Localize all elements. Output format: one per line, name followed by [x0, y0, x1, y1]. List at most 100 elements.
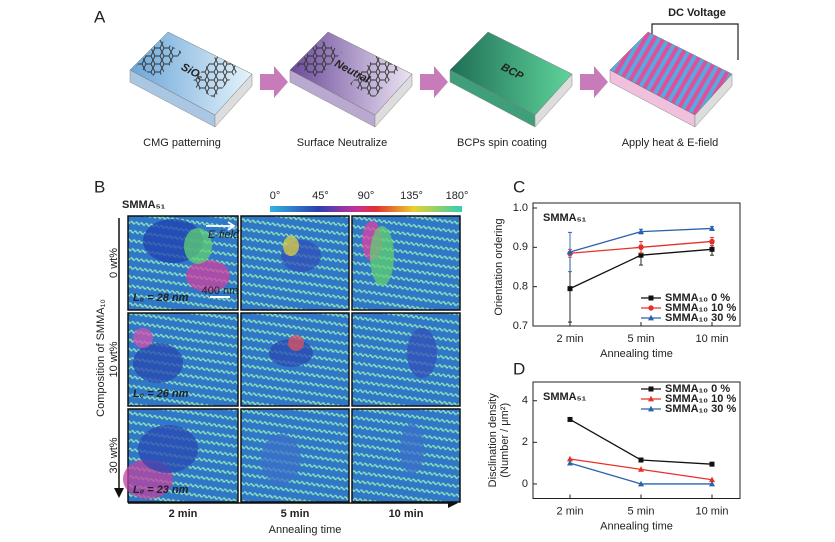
x-tick-label: 2 min	[557, 505, 584, 517]
legend-label: SMMA₁₀ 10 %	[665, 393, 736, 405]
marker	[648, 395, 654, 402]
colorbar-tick: 180°	[446, 190, 469, 202]
domain	[283, 236, 299, 256]
slab-top	[609, 31, 733, 116]
process-arrow	[420, 66, 448, 98]
process-arrow	[580, 66, 608, 98]
y-label: (Number / μm²)	[499, 403, 511, 478]
colorbar-tick: 135°	[400, 190, 423, 202]
x-tick-label: 5 min	[628, 505, 655, 517]
row-label: 10 wt%	[108, 341, 120, 377]
graphene	[296, 40, 342, 78]
domain	[133, 343, 183, 383]
field-label: E-field	[208, 229, 240, 241]
marker	[638, 480, 644, 487]
panel-label: C	[513, 177, 525, 196]
legend-label: SMMA₁₀ 0 %	[665, 292, 730, 304]
legend-label: SMMA₁₀ 10 %	[665, 302, 736, 314]
y-tick-label: 0	[522, 478, 528, 490]
period-label: L₀ = 26 nm	[133, 388, 189, 400]
process-arrow	[260, 66, 288, 98]
marker	[648, 405, 654, 412]
panel-label: B	[94, 177, 105, 196]
chart-title: SMMA₅₁	[543, 391, 587, 403]
graphene	[190, 56, 240, 98]
marker	[638, 228, 644, 234]
domain	[261, 434, 301, 484]
scale-bar	[210, 296, 230, 298]
y-tick-label: 0.8	[513, 281, 528, 293]
chart-title: SMMA₅₁	[543, 212, 587, 224]
marker	[648, 314, 654, 321]
y-tick-label: 1.0	[513, 202, 528, 214]
slab-top	[449, 31, 573, 116]
row-label: 0 wt%	[108, 248, 120, 278]
plot-frame	[532, 381, 741, 499]
marker	[638, 252, 644, 258]
marker	[638, 244, 644, 251]
colorbar	[270, 206, 462, 212]
plot-frame	[532, 202, 741, 327]
marker	[567, 455, 573, 462]
legend-label: SMMA₁₀ 0 %	[665, 383, 730, 395]
x-label: Annealing time	[269, 524, 342, 536]
legend-label: SMMA₁₀ 30 %	[665, 312, 736, 324]
x-tick-label: 10 min	[695, 505, 728, 517]
y-tick-label: 0.9	[513, 241, 528, 253]
period-label: L₀ = 28 nm	[133, 292, 189, 304]
marker	[567, 416, 573, 422]
domain	[288, 335, 304, 351]
marker	[567, 248, 573, 255]
marker	[648, 295, 654, 301]
step-caption: Surface Neutralize	[297, 137, 388, 149]
x-tick-label: 10 min	[695, 333, 728, 345]
colorbar-tick: 45°	[312, 190, 329, 202]
marker	[648, 305, 654, 311]
domain	[133, 328, 153, 348]
marker	[648, 386, 654, 392]
arrow-head	[114, 488, 124, 498]
step-caption: CMG patterning	[143, 137, 221, 149]
domain	[186, 260, 230, 292]
domain	[400, 424, 424, 474]
graphene	[136, 40, 182, 78]
period-label: L₀ = 23 nm	[133, 484, 189, 496]
column-label: 10 min	[389, 508, 424, 520]
marker	[709, 461, 715, 467]
column-label: 5 min	[281, 508, 310, 520]
y-tick-label: 4	[522, 395, 528, 407]
step-caption: Apply heat & E-field	[622, 137, 719, 149]
y-label: Composition of SMMA₁₀	[95, 299, 107, 417]
field-arrow	[206, 221, 236, 231]
y-label: Disclination density	[487, 393, 499, 488]
panel-label: D	[513, 359, 525, 378]
domain	[138, 425, 198, 473]
micrograph	[351, 312, 461, 407]
x-tick-label: 5 min	[628, 333, 655, 345]
y-tick-label: 2	[522, 436, 528, 448]
marker	[709, 246, 715, 252]
colorbar-tick: 0°	[270, 190, 281, 202]
domain	[184, 228, 212, 264]
y-tick-label: 0.7	[513, 320, 528, 332]
panel-label: A	[94, 7, 106, 26]
domain	[370, 226, 394, 286]
panel-title: SMMA₅₁	[122, 199, 166, 211]
marker	[567, 286, 573, 292]
voltage-label: DC Voltage	[668, 7, 726, 19]
marker	[567, 459, 573, 466]
column-label: 2 min	[169, 508, 198, 520]
scale-label: 400 nm	[202, 285, 239, 297]
marker	[638, 466, 644, 472]
marker	[638, 457, 644, 463]
marker	[709, 476, 715, 483]
marker	[709, 225, 715, 231]
domain	[407, 328, 437, 378]
marker	[709, 480, 715, 487]
x-label: Annealing time	[600, 520, 673, 532]
colorbar-tick: 90°	[358, 190, 375, 202]
graphene	[350, 56, 400, 98]
row-label: 30 wt%	[108, 437, 120, 473]
x-label: Annealing time	[600, 348, 673, 360]
